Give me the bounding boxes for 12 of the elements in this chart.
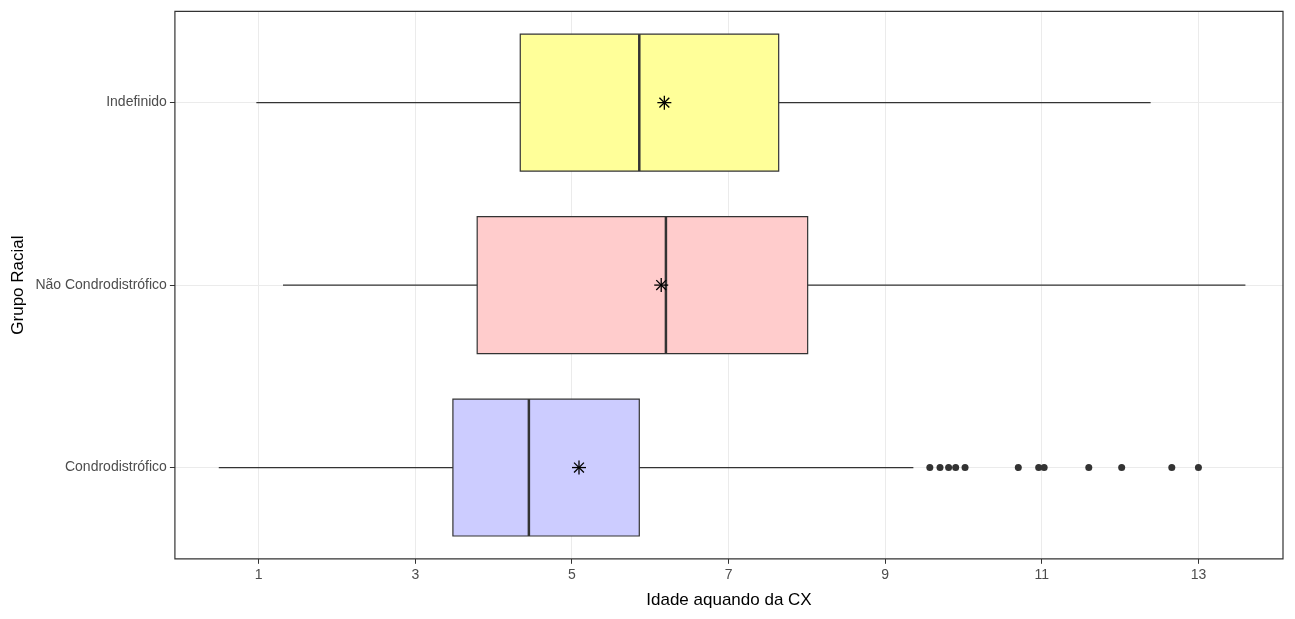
x-axis-title: Idade aquando da CX <box>646 590 812 610</box>
y-tick-label: Não Condrodistrófico <box>35 275 168 292</box>
y-axis-title: Grupo Racial <box>7 235 27 335</box>
x-tick-label: 5 <box>568 566 577 583</box>
y-tick-label: Indefinido <box>106 93 168 110</box>
x-tick-label: 11 <box>1034 566 1050 583</box>
x-tick-label: 13 <box>1190 566 1207 583</box>
x-tick-label: 7 <box>724 566 733 583</box>
x-tick-label: 1 <box>254 566 263 583</box>
y-tick-label: Condrodistrófico <box>64 458 168 475</box>
x-tick-label: 3 <box>411 566 420 583</box>
x-tick-label: 9 <box>881 566 890 583</box>
